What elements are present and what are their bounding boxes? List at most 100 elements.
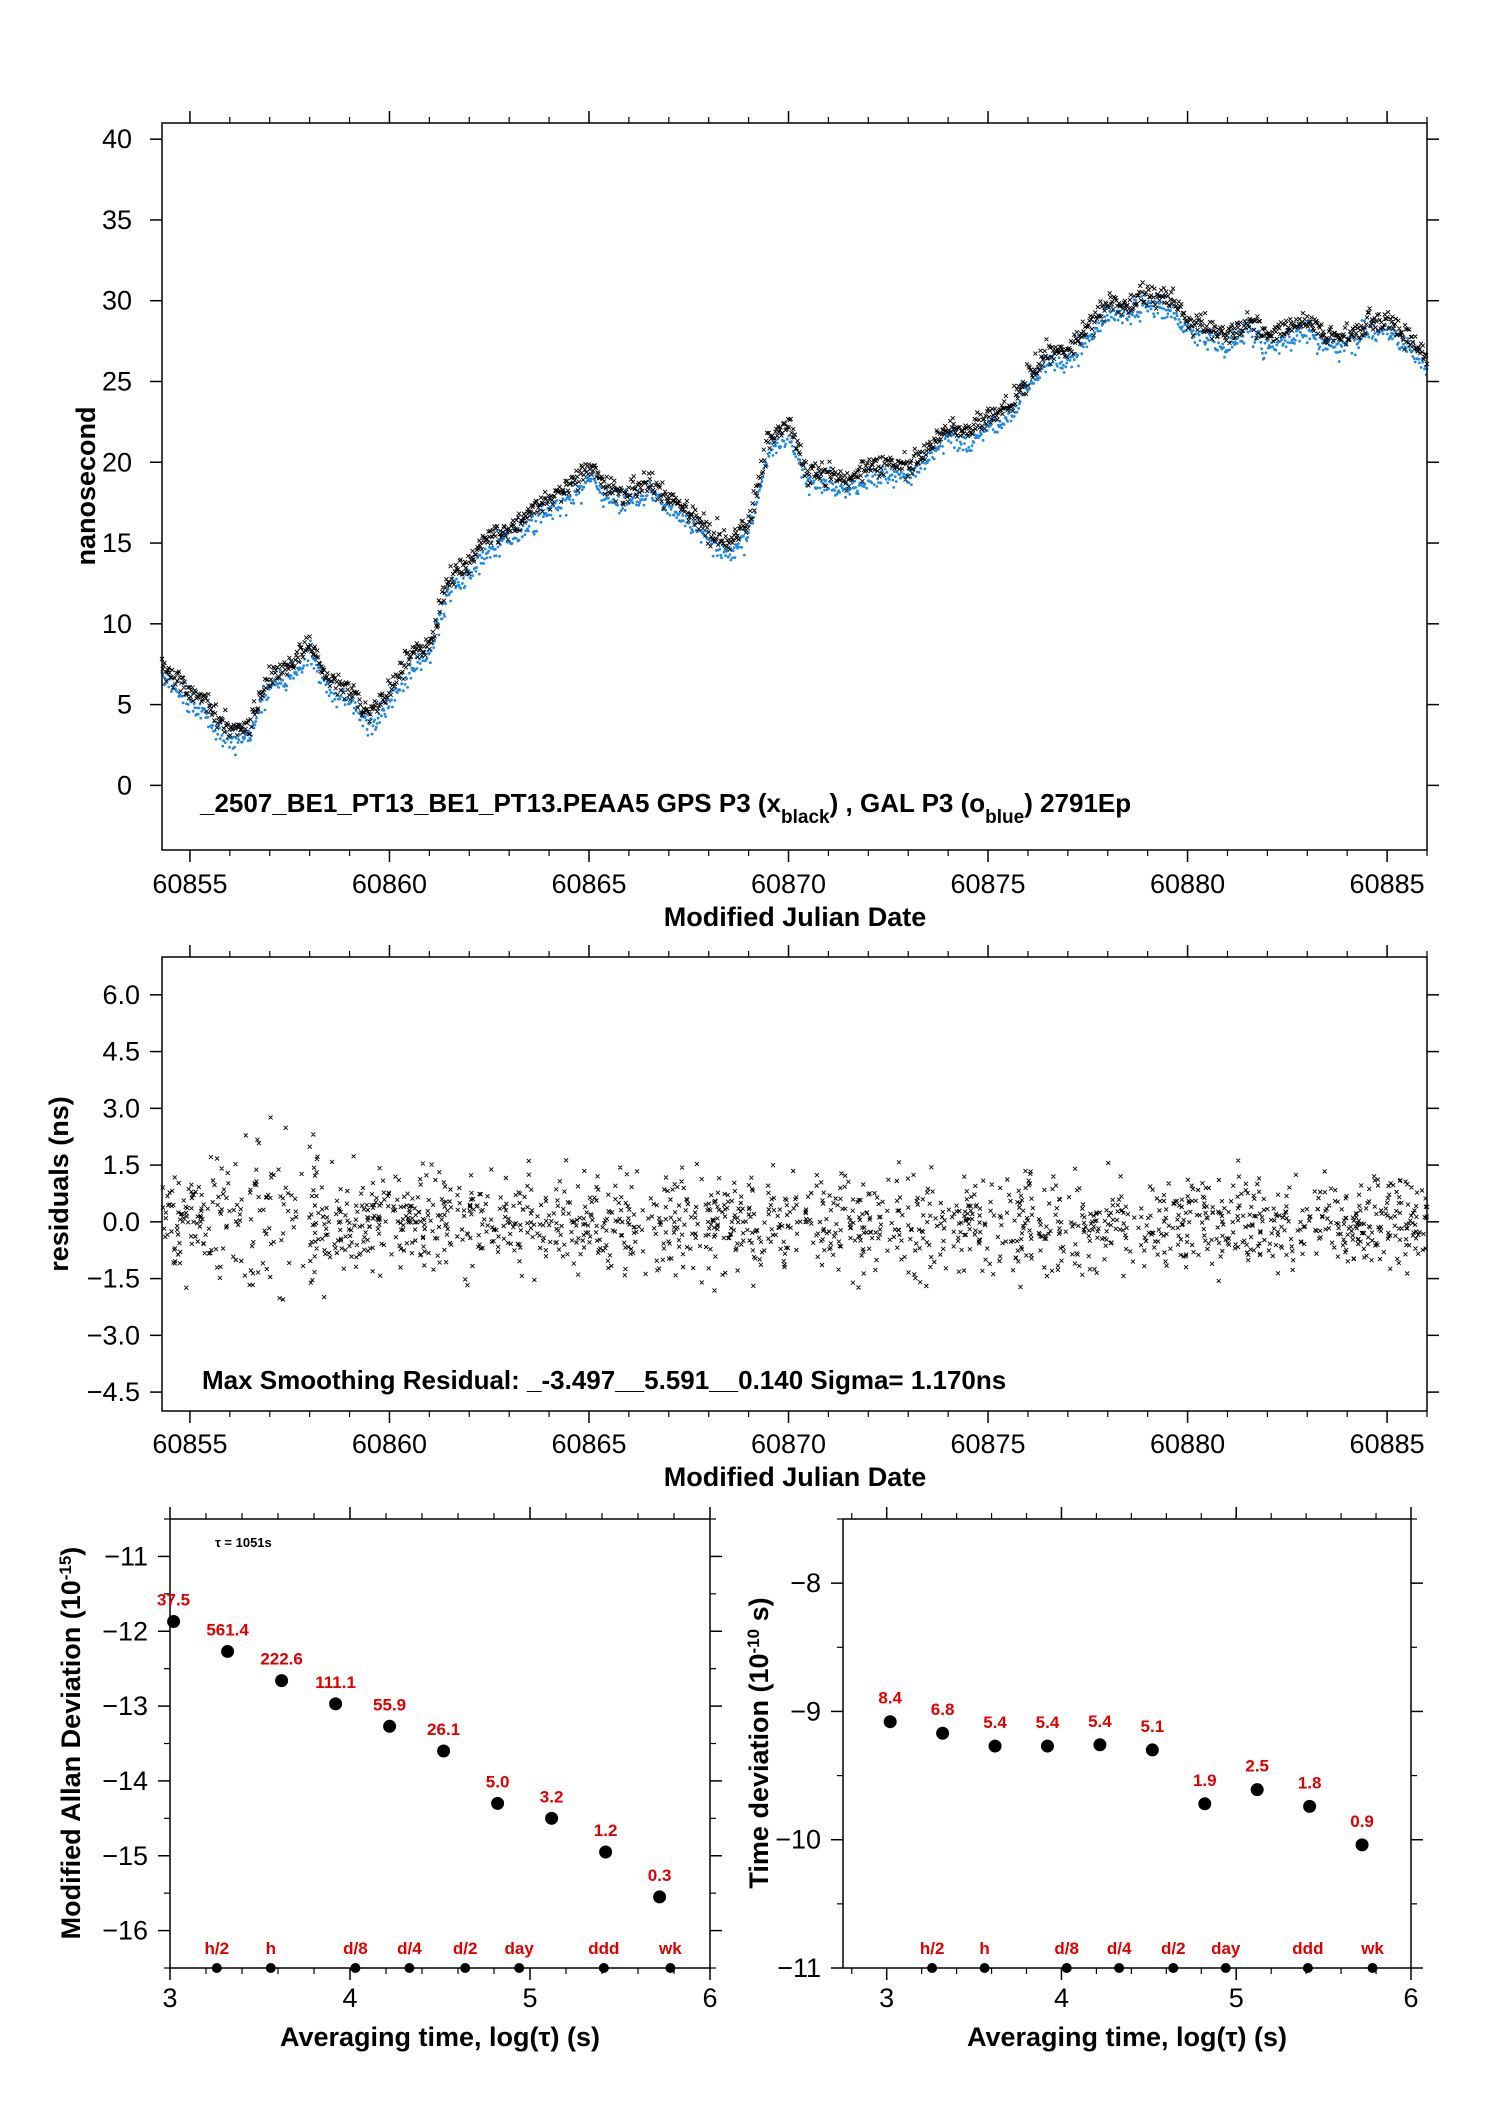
tdev-frame [842, 1518, 1412, 1969]
tdev-marker-point [927, 1963, 938, 1973]
tdev-y-tick-label: −11 [777, 1953, 821, 1983]
mdev-marker-label: wk [658, 1939, 682, 1958]
mdev-marker-label: h/2 [205, 1939, 230, 1958]
tdev-points: 8.4 6.8 5.4 5.4 5.4 5.1 1.9 2.5 1.8 0.9 h/2 h d/8 d/4… [878, 1689, 1384, 1973]
tdev-point-label: 5.4 [1088, 1712, 1112, 1731]
ts-x-tick-label: 60875 [950, 869, 1025, 899]
tdev-point [1093, 1738, 1107, 1752]
mdev-y-tick-label: −16 [102, 1916, 148, 1946]
time-series-ylabel: nanosecond [71, 406, 101, 565]
time-series-axes: 60855 60860 60865 60870 60875 60880 60885 0 5 10 1… [102, 111, 1439, 899]
res-y-tick-label: 6.0 [102, 980, 140, 1010]
residuals-ylabel: residuals (ns) [44, 1096, 74, 1272]
residual-markers [160, 1115, 1430, 1302]
tdev-y-tick-label: −10 [775, 1825, 821, 1855]
res-y-tick-label: 4.5 [102, 1037, 140, 1067]
ts-y-tick-label: 5 [117, 690, 132, 720]
mdev-point-label: 0.3 [648, 1866, 672, 1885]
mdev-marker-point [404, 1963, 415, 1973]
mdev-x-tick-label: 5 [522, 1983, 537, 2013]
tdev-axes: 3 4 5 6 −8 −9 −10 −11 [775, 1507, 1423, 2013]
tdev-point [1355, 1838, 1369, 1852]
res-x-tick-label: 60880 [1150, 1429, 1225, 1459]
residuals-frame [161, 956, 1428, 1412]
ts-x-tick-label: 60885 [1350, 869, 1425, 899]
mdev-marker-point [665, 1963, 676, 1973]
tdev-marker-label: d/4 [1107, 1939, 1132, 1958]
tdev-marker-label: h [979, 1939, 989, 1958]
tdev-marker-point [1114, 1963, 1125, 1973]
mdev-point [599, 1845, 613, 1859]
mdev-point [329, 1697, 343, 1711]
ts-y-tick-label: 35 [102, 205, 132, 235]
mdev-y-tick-label: −12 [102, 1616, 148, 1646]
mdev-point [437, 1744, 451, 1758]
mdev-marker-point [350, 1963, 361, 1973]
mdev-marker-point [460, 1963, 471, 1973]
mdev-point-label: 1.2 [594, 1821, 618, 1840]
mdev-y-tick-label: −11 [104, 1541, 148, 1571]
mdev-marker-label: ddd [588, 1939, 619, 1958]
gps-series-markers [159, 280, 1430, 740]
ts-y-tick-label: 25 [102, 366, 132, 396]
mdev-point-label: 26.1 [427, 1720, 460, 1739]
time-series-xlabel: Modified Julian Date [664, 902, 927, 932]
tdev-panel: 3 4 5 6 −8 −9 −10 −11 8.4 6.8 5.4 5.4 5.4 5.1 1.9 2.5 1… [744, 1507, 1423, 2052]
res-y-tick-label: 0.0 [102, 1207, 140, 1237]
tdev-marker-label: ddd [1292, 1939, 1323, 1958]
res-y-tick-label: 3.0 [102, 1093, 140, 1123]
residual-points [160, 1115, 1430, 1302]
tdev-x-tick-label: 5 [1229, 1983, 1244, 2013]
mdev-point-label: 5.0 [486, 1772, 510, 1791]
tdev-marker-label: h/2 [920, 1939, 945, 1958]
res-x-tick-label: 60885 [1350, 1429, 1425, 1459]
time-series-panel: 60855 60860 60865 60870 60875 60880 60885 0 5 10 1… [71, 111, 1439, 932]
tdev-point [883, 1715, 897, 1729]
res-x-tick-label: 60865 [551, 1429, 626, 1459]
tdev-marker-point [1302, 1963, 1313, 1973]
tdev-y-tick-label: −8 [790, 1568, 821, 1598]
mdev-marker-label: d/2 [453, 1939, 478, 1958]
mdev-marker-point [265, 1963, 276, 1973]
ts-x-tick-label: 60860 [352, 869, 427, 899]
tdev-marker-point [979, 1963, 990, 1973]
tdev-point-label: 2.5 [1245, 1757, 1269, 1776]
mdev-points: 37.5 561.4 222.6 111.1 55.9 26.1 5.0 3.2 1.2 0.3 h… [157, 1591, 682, 1973]
mdev-y-tick-label: −15 [102, 1841, 148, 1871]
tdev-marker-label: day [1211, 1939, 1241, 1958]
mdev-point [653, 1890, 667, 1904]
mdev-point-label: 111.1 [315, 1673, 356, 1692]
mdev-point-label: 561.4 [206, 1620, 249, 1639]
tdev-marker-point [1061, 1963, 1072, 1973]
time-series-frame [161, 122, 1428, 851]
tdev-point [988, 1739, 1002, 1753]
tdev-point [936, 1726, 950, 1740]
mdev-marker-point [514, 1963, 525, 1973]
tdev-x-tick-label: 4 [1054, 1983, 1069, 2013]
mdev-marker-label: d/4 [397, 1939, 422, 1958]
tdev-marker-point [1220, 1963, 1231, 1973]
ts-y-tick-label: 15 [102, 528, 132, 558]
tdev-point-label: 6.8 [931, 1700, 955, 1719]
ts-y-tick-label: 10 [102, 609, 132, 639]
ts-y-tick-label: 20 [102, 447, 132, 477]
tdev-marker-label: d/8 [1054, 1939, 1079, 1958]
mdev-point-label: 55.9 [373, 1695, 406, 1714]
tdev-point-label: 5.1 [1141, 1717, 1165, 1736]
mdev-marker-point [598, 1963, 609, 1973]
residuals-panel: 60855 60860 60865 60870 60875 60880 60885 6.0 4.… [44, 945, 1439, 1492]
tdev-point-label: 5.4 [983, 1713, 1007, 1732]
mdev-point-label: 37.5 [157, 1591, 190, 1610]
mdev-x-tick-label: 3 [162, 1983, 177, 2013]
ts-x-tick-label: 60855 [152, 869, 227, 899]
tdev-point-label: 5.4 [1036, 1713, 1060, 1732]
residuals-annotation: Max Smoothing Residual: _-3.497__5.591__… [202, 1365, 1006, 1395]
res-y-tick-label: −1.5 [87, 1264, 140, 1294]
mdev-marker-label: d/8 [343, 1939, 368, 1958]
mdev-point [221, 1644, 235, 1658]
tdev-point [1145, 1743, 1159, 1757]
res-y-tick-label: −3.0 [87, 1320, 140, 1350]
tdev-xlabel: Averaging time, log(τ) (s) [967, 2022, 1287, 2052]
ts-x-tick-label: 60870 [751, 869, 826, 899]
tdev-x-tick-label: 3 [879, 1983, 894, 2013]
